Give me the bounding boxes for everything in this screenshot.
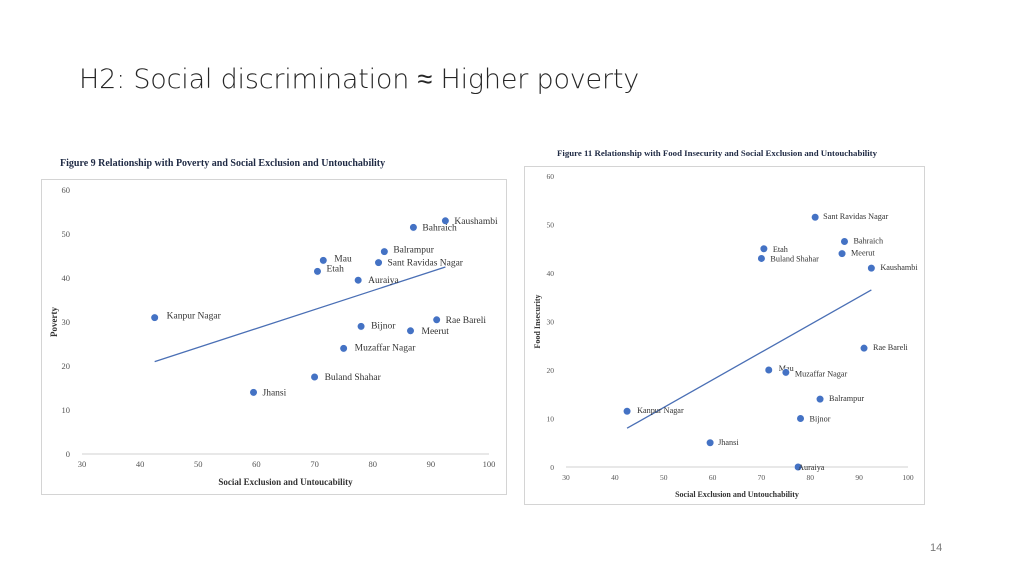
- fig9-x-tick-50: 50: [194, 459, 203, 469]
- fig11-point-bahraich: [840, 237, 849, 246]
- fig11-x-tick-50: 50: [660, 473, 668, 482]
- fig9-point-meerut: [406, 326, 415, 335]
- fig11-y-axis-title: Food Insecurity: [533, 295, 542, 349]
- fig9-y-tick-10: 10: [62, 405, 71, 415]
- fig9-y-tick-30: 30: [62, 317, 71, 327]
- fig11-x-tick-80: 80: [807, 473, 815, 482]
- figure-11-caption: Figure 11 Relationship with Food Insecur…: [557, 148, 878, 158]
- fig11-y-tick-40: 40: [547, 269, 555, 278]
- fig11-label-rae-bareli: Rae Bareli: [873, 343, 909, 352]
- fig9-label-muzaffar-nagar: Muzaffar Nagar: [355, 342, 417, 353]
- fig9-x-axis-title: Social Exclusion and Untoucability: [218, 477, 353, 487]
- fig9-y-axis-title: Poverty: [49, 307, 59, 337]
- fig11-label-bijnor: Bijnor: [810, 415, 831, 424]
- figure-11-chart: 0 10 20 30 40 50 60 30 40 50 60 70 80 90 100 Social Exc…: [524, 166, 925, 505]
- figure-9-caption: Figure 9 Relationship with Poverty and S…: [60, 158, 386, 169]
- fig11-point-buland-shahar: [757, 254, 766, 263]
- fig9-label-buland-shahar: Buland Shahar: [325, 373, 382, 383]
- fig11-x-tick-60: 60: [709, 473, 717, 482]
- fig9-label-bijnor: Bijnor: [371, 321, 396, 331]
- fig11-point-meerut: [837, 249, 847, 258]
- fig9-point-auraiya: [354, 276, 363, 285]
- fig9-label-meerut: Meerut: [422, 327, 450, 337]
- fig9-label-etah: Etah: [326, 264, 344, 274]
- fig9-y-tick-50: 50: [62, 229, 71, 239]
- fig11-y-tick-60: 60: [547, 172, 555, 181]
- fig9-x-tick-60: 60: [252, 459, 261, 469]
- fig11-x-tick-70: 70: [758, 473, 766, 482]
- fig9-x-tick-100: 100: [483, 459, 496, 469]
- fig11-label-kanpur-nagar: Kanpur Nagar: [637, 406, 684, 415]
- fig9-point-jhansi: [249, 388, 258, 397]
- fig11-point-rae-bareli: [859, 344, 869, 353]
- fig9-point-bijnor: [356, 322, 366, 331]
- fig9-y-tick-0: 0: [66, 449, 70, 459]
- fig9-label-sant-ravidas-nagar: Sant Ravidas Nagar: [388, 259, 464, 269]
- fig11-label-auraiya: Auraiya: [798, 463, 825, 472]
- fig11-y-tick-0: 0: [550, 463, 554, 472]
- fig9-x-tick-30: 30: [78, 459, 87, 469]
- fig9-point-bahraich: [409, 223, 418, 232]
- fig11-point-mau: [764, 365, 773, 375]
- fig11-label-sant-ravidas-nagar: Sant Ravidas Nagar: [823, 212, 888, 221]
- fig11-y-tick-50: 50: [547, 221, 555, 230]
- fig9-point-buland-shahar: [310, 372, 319, 382]
- fig11-trendline: [626, 289, 872, 429]
- fig9-label-mau: Mau: [334, 254, 352, 264]
- fig11-point-sant-ravidas-nagar: [811, 213, 820, 222]
- fig9-x-tick-90: 90: [427, 459, 436, 469]
- fig11-label-balrampur: Balrampur: [829, 394, 864, 403]
- fig11-y-tick-20: 20: [547, 366, 555, 375]
- fig11-point-kanpur-nagar: [622, 407, 632, 416]
- fig11-x-tick-30: 30: [562, 473, 570, 482]
- fig9-point-balrampur: [380, 247, 389, 256]
- fig9-point-rae-bareli: [432, 315, 441, 324]
- fig9-point-mau: [319, 256, 328, 265]
- fig9-y-tick-40: 40: [62, 273, 71, 283]
- fig9-x-tick-70: 70: [310, 459, 319, 469]
- fig11-point-auraiya: [793, 462, 803, 472]
- fig11-x-tick-100: 100: [902, 473, 914, 482]
- fig11-point-muzaffar-nagar: [781, 368, 790, 377]
- fig9-y-tick-60: 60: [62, 185, 71, 195]
- fig11-label-meerut: Meerut: [851, 249, 875, 258]
- page-number: 14: [930, 542, 943, 554]
- fig11-label-etah: Etah: [773, 245, 788, 254]
- fig11-point-bijnor: [796, 414, 805, 423]
- fig9-x-tick-40: 40: [136, 459, 145, 469]
- fig11-x-tick-40: 40: [611, 473, 619, 482]
- fig11-point-etah: [759, 244, 768, 253]
- fig9-label-balrampur: Balrampur: [393, 246, 434, 256]
- fig9-point-sant-ravidas-nagar: [374, 258, 383, 267]
- figure-9-plot: 0 10 20 30 40 50 60 30 40 50 60 70 80 90 100 Social Exc…: [49, 185, 498, 487]
- figure-9-chart: 0 10 20 30 40 50 60 30 40 50 60 70 80 90 100 Social Exc…: [41, 179, 507, 495]
- fig11-label-bahraich: Bahraich: [853, 236, 883, 245]
- slide-title: H2: Social discrimination ≈ Higher pover…: [79, 64, 640, 95]
- fig9-label-jhansi: Jhansi: [263, 388, 287, 398]
- fig11-y-tick-10: 10: [547, 415, 555, 424]
- fig9-point-kanpur-nagar: [150, 313, 159, 322]
- fig11-point-kaushambi: [867, 264, 876, 273]
- fig11-x-axis-title: Social Exclusion and Untouchability: [675, 490, 799, 499]
- fig9-point-muzaffar-nagar: [339, 344, 348, 353]
- fig9-label-rae-bareli: Rae Bareli: [446, 316, 487, 326]
- fig11-label-buland-shahar: Buland Shahar: [770, 254, 819, 263]
- fig9-label-auraiya: Auraiya: [368, 276, 399, 286]
- fig9-label-bahraich: Bahraich: [422, 223, 457, 233]
- fig9-point-etah: [313, 267, 322, 276]
- figure-11-plot: 0 10 20 30 40 50 60 30 40 50 60 70 80 90 100 Social Exc…: [533, 172, 918, 499]
- fig11-label-muzaffar-nagar: Muzaffar Nagar: [795, 369, 848, 378]
- fig11-label-jhansi: Jhansi: [718, 438, 739, 447]
- fig9-label-kaushambi: Kaushambi: [454, 217, 498, 227]
- fig11-label-kaushambi: Kaushambi: [880, 263, 918, 272]
- fig9-y-tick-20: 20: [62, 361, 71, 371]
- fig11-y-tick-30: 30: [547, 318, 555, 327]
- fig9-label-kanpur-nagar: Kanpur Nagar: [167, 312, 222, 322]
- fig9-trendline: [154, 266, 446, 363]
- fig9-point-kaushambi: [441, 216, 450, 225]
- fig11-point-jhansi: [706, 438, 715, 447]
- fig11-point-balrampur: [815, 395, 825, 404]
- fig9-x-tick-80: 80: [368, 459, 377, 469]
- fig11-x-tick-90: 90: [855, 473, 863, 482]
